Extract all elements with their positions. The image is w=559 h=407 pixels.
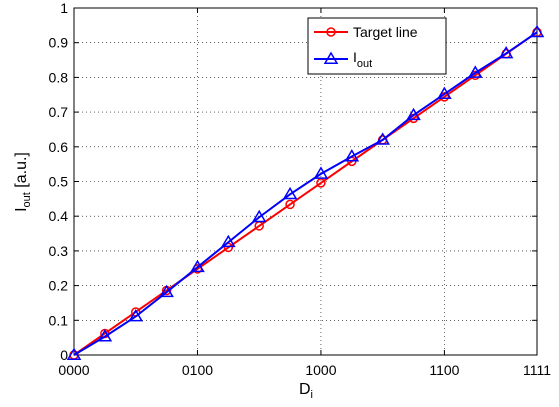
y-tick-labels: 0 0.1 0.2 0.3 0.4 0.5 0.6 0.7 0.8 0.9 1 — [49, 0, 69, 363]
y-tick-label: 0.4 — [49, 208, 69, 224]
data-point — [97, 329, 113, 342]
y-tick-label: 1 — [60, 0, 68, 16]
x-tick-label: 0000 — [58, 362, 89, 378]
x-tick-label: 1000 — [305, 362, 336, 378]
data-point — [251, 209, 267, 223]
y-axis-title-suffix: [a.u.] — [13, 152, 30, 192]
axis-ticks — [73, 7, 538, 356]
legend: Target line Iout — [307, 17, 447, 75]
y-tick-label: 0 — [60, 347, 68, 363]
x-axis-title-main: D — [299, 381, 311, 398]
legend-marker-symbol — [326, 27, 336, 37]
series-iout — [66, 24, 545, 360]
series-line — [73, 31, 538, 356]
y-tick-label: 0.9 — [49, 35, 69, 51]
x-axis-title: Di — [299, 381, 313, 401]
data-point — [190, 259, 205, 273]
legend-label-iout-sub: out — [357, 58, 372, 70]
x-axis-title-sub: i — [311, 389, 313, 401]
x-tick-labels: 0000 0100 1000 1100 1111 — [58, 362, 551, 378]
data-point — [128, 309, 144, 322]
series-line — [73, 31, 538, 356]
legend-label-iout: Iout — [353, 49, 372, 70]
x-tick-label: 1111 — [523, 362, 551, 378]
y-tick-label: 0.2 — [49, 278, 69, 294]
y-tick-label: 0.7 — [49, 104, 69, 120]
legend-marker-iout — [323, 51, 339, 64]
data-point — [282, 186, 298, 200]
series-layer — [66, 24, 545, 360]
data-point — [221, 234, 236, 248]
y-tick-label: 0.5 — [49, 174, 69, 190]
y-tick-label: 0.3 — [49, 243, 69, 259]
data-point — [375, 132, 390, 145]
y-tick-label: 0.8 — [49, 69, 69, 85]
data-point — [66, 347, 82, 360]
data-point — [159, 284, 174, 298]
y-tick-label: 0.1 — [49, 312, 69, 328]
data-point — [285, 199, 295, 210]
x-tick-label: 1100 — [429, 362, 459, 378]
y-axis-title: Iout [a.u.] — [13, 152, 33, 212]
legend-label-iout-main: I — [353, 49, 357, 65]
legend-label-target: Target line — [353, 24, 418, 40]
data-point — [344, 149, 360, 162]
data-point — [467, 65, 483, 78]
data-point — [313, 166, 329, 179]
data-point — [406, 107, 421, 121]
data-point — [316, 178, 326, 188]
y-tick-label: 0.6 — [49, 139, 69, 155]
legend-marker-target — [326, 27, 336, 37]
y-axis-title-sub: out — [21, 192, 33, 207]
data-point — [529, 24, 545, 38]
legend-marker-symbol — [323, 51, 339, 64]
y-axis-title-main: I — [13, 207, 30, 211]
x-tick-label: 0100 — [182, 362, 213, 378]
data-point — [437, 86, 452, 100]
data-point — [498, 45, 514, 59]
